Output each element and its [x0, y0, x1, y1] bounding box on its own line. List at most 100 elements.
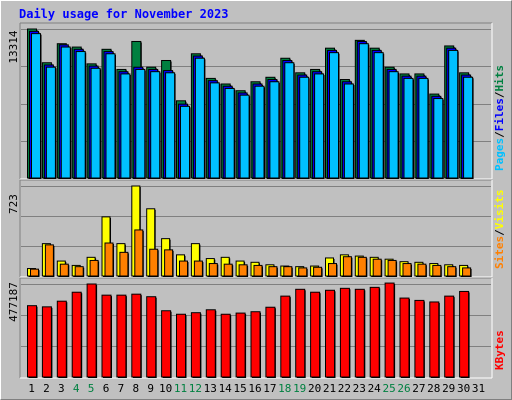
bar-kbytes-4: [71, 291, 82, 378]
bar-pages-19: [299, 76, 310, 179]
bar-kbytes-27: [414, 299, 425, 378]
bar-sites-8: [134, 229, 144, 277]
bar-kbytes-5: [86, 283, 97, 378]
bar-sites-6: [104, 242, 114, 277]
day-label-14: 14: [219, 382, 233, 395]
legend: Pages/Files/Hits: [493, 65, 506, 171]
bar-pages-23: [358, 43, 369, 179]
bar-sites-28: [432, 264, 442, 277]
day-label-10: 10: [159, 382, 172, 395]
max-value-label: 477187: [7, 282, 20, 322]
bar-pages-16: [254, 85, 265, 179]
bar-kbytes-23: [354, 288, 365, 378]
day-label-16: 16: [248, 382, 261, 395]
bar-pages-24: [373, 52, 384, 179]
day-label-17: 17: [263, 382, 276, 395]
day-label-23: 23: [353, 382, 366, 395]
day-label-27: 27: [412, 382, 425, 395]
day-label-19: 19: [293, 382, 306, 395]
legend-kbytes: KBytes: [493, 330, 506, 370]
legend-separator: /: [493, 131, 506, 138]
day-label-25: 25: [382, 382, 395, 395]
bar-sites-19: [298, 267, 308, 277]
bar-kbytes-10: [161, 310, 172, 378]
bar-pages-27: [418, 77, 429, 179]
day-label-28: 28: [427, 382, 440, 395]
bar-pages-14: [224, 87, 235, 179]
bar-sites-3: [59, 263, 69, 277]
bar-kbytes-3: [56, 300, 67, 378]
bar-sites-15: [238, 264, 248, 277]
bar-sites-23: [357, 256, 367, 277]
bar-sites-14: [223, 263, 233, 277]
bar-kbytes-6: [101, 294, 112, 378]
day-label-13: 13: [204, 382, 217, 395]
bar-sites-24: [372, 258, 382, 277]
plot-area: [20, 180, 492, 277]
bar-sites-25: [387, 259, 397, 277]
bar-kbytes-12: [190, 312, 201, 378]
day-label-8: 8: [132, 382, 139, 395]
bar-pages-25: [388, 71, 399, 179]
bar-pages-4: [75, 51, 86, 179]
legend-sites: Sites: [493, 236, 506, 269]
day-label-1: 1: [28, 382, 35, 395]
bar-pages-10: [165, 72, 176, 179]
bar-sites-4: [74, 266, 84, 277]
bar-sites-1: [30, 268, 39, 277]
bar-sites-21: [328, 263, 337, 277]
bar-kbytes-29: [444, 295, 455, 378]
bar-sites-18: [283, 266, 293, 277]
bar-pages-29: [448, 49, 459, 179]
bar-kbytes-2: [41, 306, 52, 378]
bar-kbytes-16: [250, 311, 261, 378]
day-label-26: 26: [397, 382, 410, 395]
bar-pages-12: [194, 57, 205, 179]
legend: KBytes: [493, 330, 506, 370]
panel-2: 723 Sites/Visits: [7, 179, 506, 278]
day-label-29: 29: [442, 382, 455, 395]
legend-pages: Pages: [493, 138, 506, 171]
bar-sites-26: [402, 263, 412, 277]
bar-pages-28: [433, 98, 444, 179]
day-label-21: 21: [323, 382, 336, 395]
max-value-label: 13314: [7, 30, 20, 63]
bar-sites-2: [44, 244, 54, 277]
chart-title: Daily usage for November 2023: [19, 7, 229, 21]
bar-pages-11: [180, 105, 190, 179]
bar-sites-10: [164, 249, 174, 277]
bar-pages-17: [269, 81, 280, 179]
bar-kbytes-24: [369, 286, 380, 378]
bar-sites-7: [119, 251, 129, 277]
bar-sites-16: [253, 264, 263, 277]
bar-sites-30: [462, 267, 472, 277]
bar-sites-22: [342, 256, 352, 277]
bar-pages-20: [314, 73, 325, 179]
bar-sites-11: [179, 260, 188, 277]
bar-kbytes-11: [176, 313, 186, 378]
bar-kbytes-9: [146, 296, 157, 378]
bar-pages-13: [209, 82, 220, 179]
bar-kbytes-13: [205, 309, 216, 378]
max-value-label: 723: [7, 194, 20, 214]
day-label-7: 7: [118, 382, 125, 395]
day-label-4: 4: [73, 382, 80, 395]
day-label-3: 3: [58, 382, 65, 395]
bar-pages-30: [463, 76, 474, 179]
bar-sites-5: [89, 259, 99, 277]
panel-3: 477187 KBytes: [7, 277, 506, 379]
day-label-18: 18: [278, 382, 291, 395]
bar-sites-9: [149, 248, 159, 277]
bar-pages-21: [329, 52, 339, 179]
legend-visits: Visits: [493, 190, 506, 230]
bar-pages-8: [135, 68, 146, 179]
bar-kbytes-18: [280, 295, 291, 378]
bar-pages-26: [403, 77, 414, 179]
day-label-20: 20: [308, 382, 321, 395]
bar-sites-17: [268, 266, 278, 277]
bar-kbytes-19: [295, 288, 306, 378]
legend-hits: Hits: [493, 65, 506, 92]
bar-sites-13: [208, 263, 218, 277]
day-label-9: 9: [147, 382, 154, 395]
